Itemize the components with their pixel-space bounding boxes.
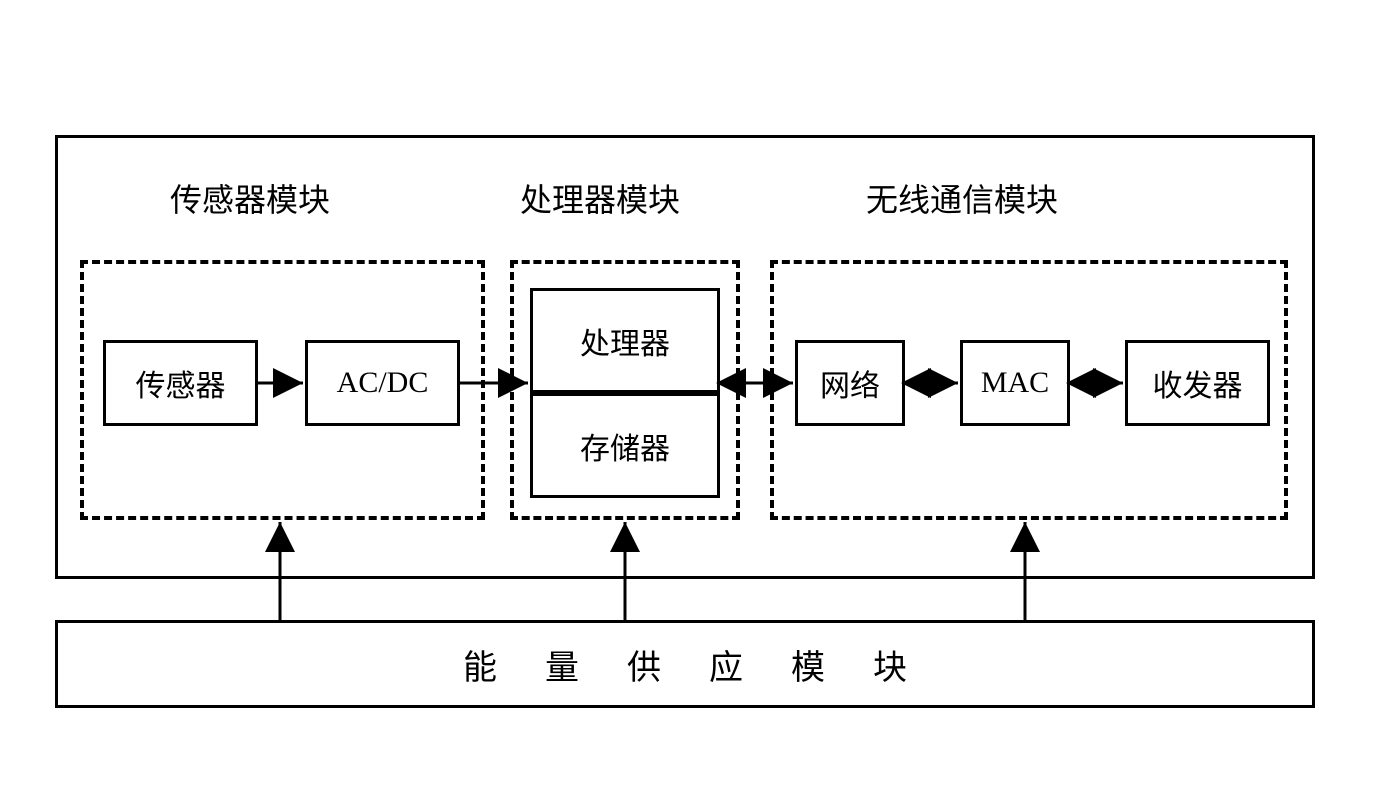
transceiver-label: 收发器 [1153,361,1243,405]
memory-box: 存储器 [530,393,720,498]
mac-label: MAC [981,366,1049,400]
energy-module-box: 能量供应模块 [55,620,1315,708]
sensor-unit-box: 传感器 [103,340,258,426]
sensor-unit-label: 传感器 [136,361,226,405]
acdc-label: AC/DC [337,366,429,400]
sensor-module-title: 传感器模块 [170,175,330,221]
mac-box: MAC [960,340,1070,426]
network-box: 网络 [795,340,905,426]
energy-module-label: 能量供应模块 [415,640,955,689]
network-label: 网络 [820,361,880,405]
cpu-label: 处理器 [580,319,670,363]
diagram-canvas: 传感器模块 处理器模块 无线通信模块 传感器 AC/DC 处理器 存储器 网络 … [0,0,1400,800]
processor-module-title: 处理器模块 [520,175,680,221]
wireless-module-title: 无线通信模块 [866,175,1058,221]
acdc-box: AC/DC [305,340,460,426]
transceiver-box: 收发器 [1125,340,1270,426]
memory-label: 存储器 [580,424,670,468]
cpu-box: 处理器 [530,288,720,393]
